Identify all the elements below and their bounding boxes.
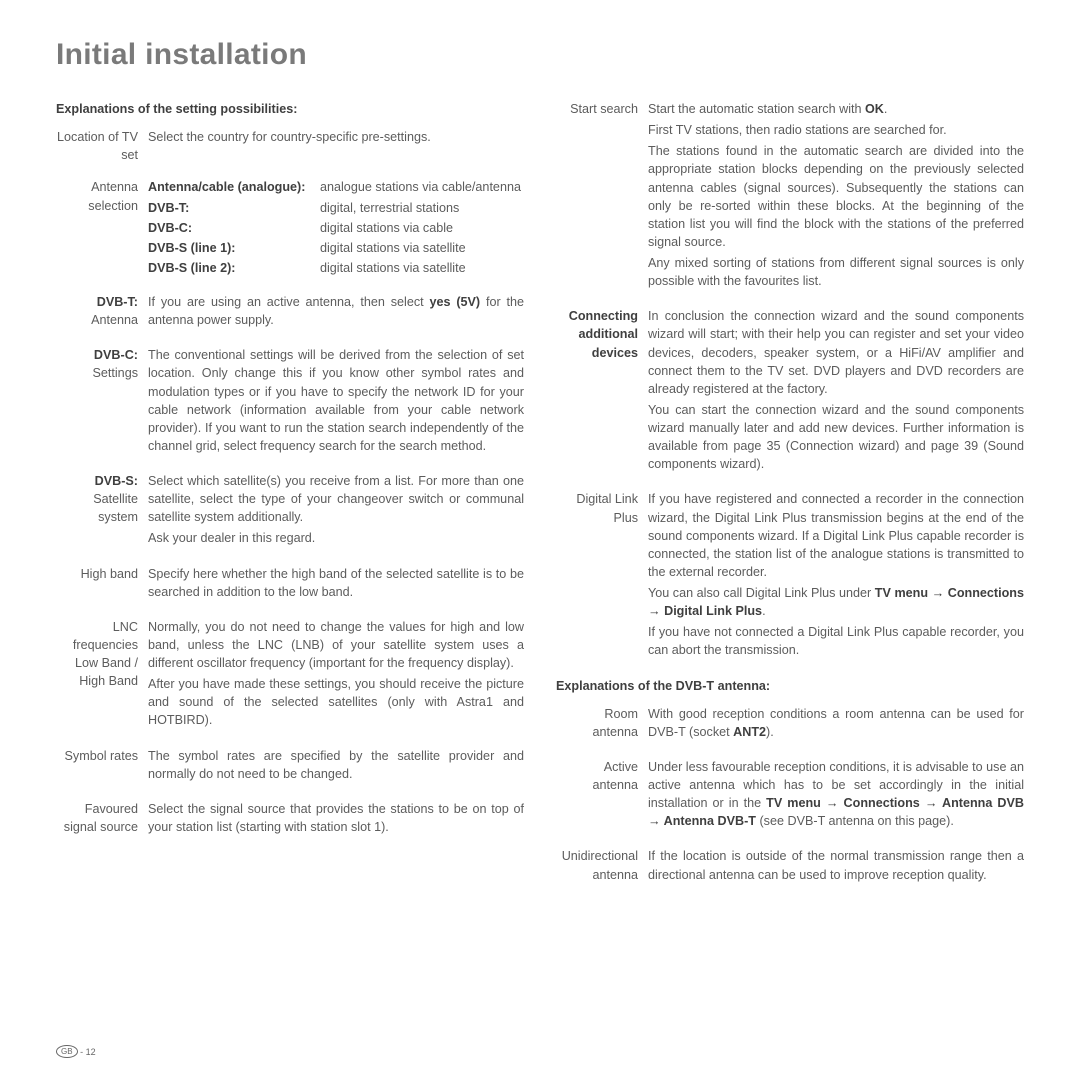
label-symbol: Symbol rates bbox=[56, 747, 148, 786]
body-highband: Specify here whether the high band of th… bbox=[148, 565, 524, 604]
label-dvbc-b: DVB-C: bbox=[94, 348, 138, 362]
label-start: Start search bbox=[556, 100, 648, 293]
body-uni: If the location is outside of the normal… bbox=[648, 847, 1024, 886]
body-lnc: Normally, you do not need to change the … bbox=[148, 618, 524, 733]
footer-region: GB bbox=[56, 1045, 78, 1058]
entry-dvbt: DVB-T: Antenna If you are using an active… bbox=[56, 293, 524, 332]
page-title: Initial installation bbox=[56, 38, 1024, 72]
body-start: Start the automatic station search with … bbox=[648, 100, 1024, 293]
label-highband: High band bbox=[56, 565, 148, 604]
entry-dvbs: DVB-S: Satellite system Select which sate… bbox=[56, 472, 524, 551]
label-antenna: Antenna selection bbox=[56, 178, 148, 279]
entry-dvbc: DVB-C: Settings The conventional settings… bbox=[56, 346, 524, 458]
body-dlp: If you have registered and connected a r… bbox=[648, 490, 1024, 662]
entry-connect: Connecting additional devices In conclus… bbox=[556, 307, 1024, 476]
body-favoured: Select the signal source that provides t… bbox=[148, 800, 524, 839]
entry-lnc: LNC frequencies Low Band / High Band Nor… bbox=[56, 618, 524, 733]
label-dvbt-b: DVB-T: bbox=[97, 295, 138, 309]
entry-active: Active antenna Under less favourable rec… bbox=[556, 758, 1024, 834]
right-heading2: Explanations of the DVB-T antenna: bbox=[556, 677, 1024, 695]
label-dvbt-s: Antenna bbox=[91, 313, 138, 327]
body-active: Under less favourable reception conditio… bbox=[648, 758, 1024, 834]
left-heading: Explanations of the setting possibilitie… bbox=[56, 100, 524, 118]
left-column: Explanations of the setting possibilitie… bbox=[56, 100, 524, 901]
label-uni: Unidirectional antenna bbox=[556, 847, 648, 886]
entry-room: Room antenna With good reception conditi… bbox=[556, 705, 1024, 744]
right-column: Start search Start the automatic station… bbox=[556, 100, 1024, 901]
body-location: Select the country for country-specific … bbox=[148, 128, 524, 164]
body-dvbs: Select which satellite(s) you receive fr… bbox=[148, 472, 524, 551]
entry-start: Start search Start the automatic station… bbox=[556, 100, 1024, 293]
label-lnc: LNC frequencies Low Band / High Band bbox=[56, 618, 148, 733]
label-location: Location of TV set bbox=[56, 128, 148, 164]
body-antenna: Antenna/cable (analogue):analogue statio… bbox=[148, 178, 524, 279]
body-symbol: The symbol rates are specified by the sa… bbox=[148, 747, 524, 786]
body-dvbt: If you are using an active antenna, then… bbox=[148, 293, 524, 332]
entry-dlp: Digital Link Plus If you have registered… bbox=[556, 490, 1024, 662]
entry-antenna: Antenna selection Antenna/cable (analogu… bbox=[56, 178, 524, 279]
entry-highband: High band Specify here whether the high … bbox=[56, 565, 524, 604]
content-columns: Explanations of the setting possibilitie… bbox=[56, 100, 1024, 901]
label-active: Active antenna bbox=[556, 758, 648, 834]
body-dvbc: The conventional settings will be derive… bbox=[148, 346, 524, 458]
label-dvbs-b: DVB-S: bbox=[95, 474, 138, 488]
label-dvbc-s: Settings bbox=[92, 366, 138, 380]
body-connect: In conclusion the connection wizard and … bbox=[648, 307, 1024, 476]
label-dlp: Digital Link Plus bbox=[556, 490, 648, 662]
label-connect-1: Connecting additional devices bbox=[569, 309, 638, 359]
entry-favoured: Favoured signal source Select the signal… bbox=[56, 800, 524, 839]
entry-symbol: Symbol rates The symbol rates are specif… bbox=[56, 747, 524, 786]
label-favoured: Favoured signal source bbox=[56, 800, 148, 839]
body-room: With good reception conditions a room an… bbox=[648, 705, 1024, 744]
entry-uni: Unidirectional antenna If the location i… bbox=[556, 847, 1024, 886]
footer-page: - 12 bbox=[80, 1047, 96, 1057]
label-room: Room antenna bbox=[556, 705, 648, 744]
entry-location: Location of TV set Select the country fo… bbox=[56, 128, 524, 164]
page-footer: GB - 12 bbox=[56, 1045, 96, 1058]
label-dvbs-s: Satellite system bbox=[93, 492, 138, 524]
